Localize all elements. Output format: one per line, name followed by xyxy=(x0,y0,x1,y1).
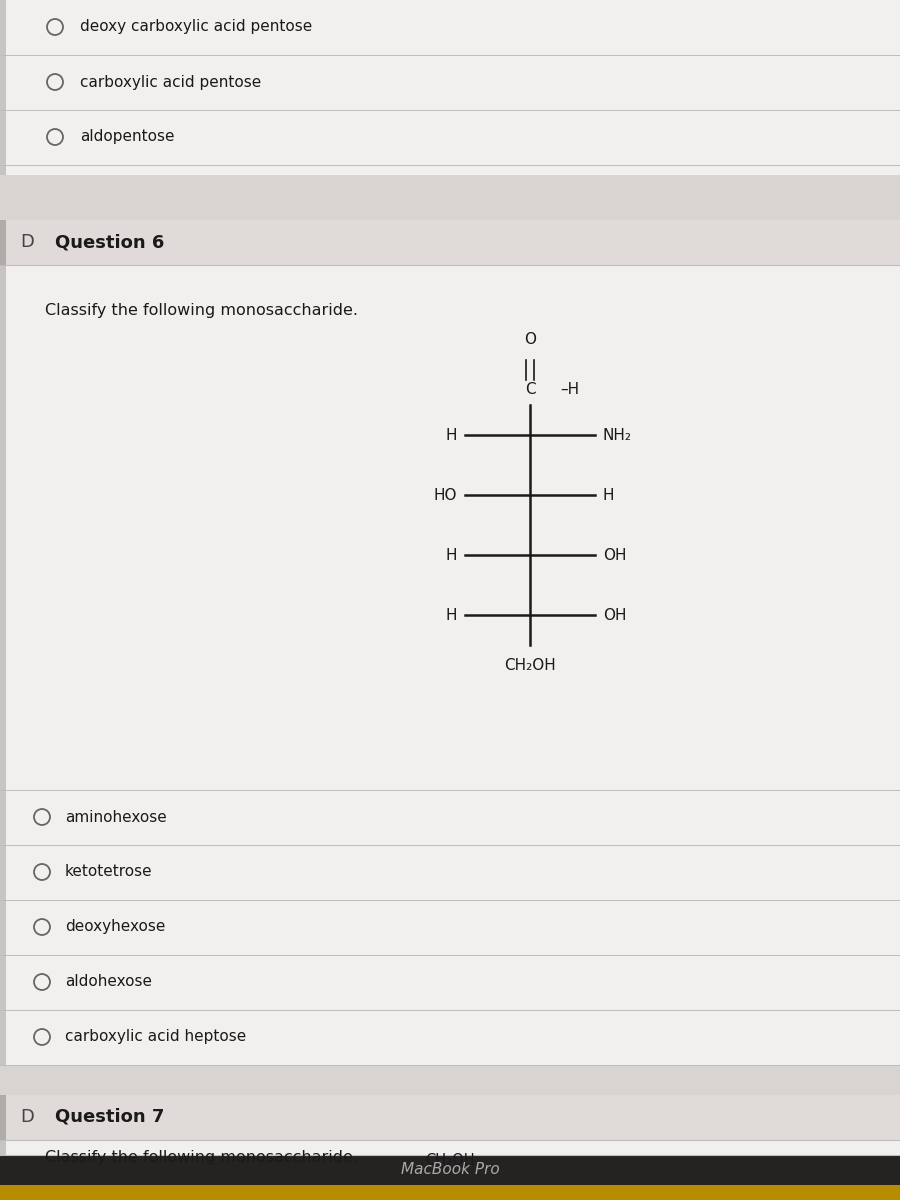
Text: deoxyhexose: deoxyhexose xyxy=(65,919,166,935)
Bar xyxy=(0,265,6,790)
Text: OH: OH xyxy=(603,547,626,563)
Text: Question 7: Question 7 xyxy=(55,1108,165,1126)
Text: aminohexose: aminohexose xyxy=(65,810,166,824)
Bar xyxy=(0,1094,900,1140)
Text: deoxy carboxylic acid pentose: deoxy carboxylic acid pentose xyxy=(80,19,312,35)
Text: H: H xyxy=(446,547,457,563)
Bar xyxy=(0,220,6,265)
Text: HO: HO xyxy=(434,487,457,503)
Text: D: D xyxy=(20,1108,34,1126)
Text: OH: OH xyxy=(603,607,626,623)
Bar xyxy=(0,1066,900,1094)
Text: CH₂OH: CH₂OH xyxy=(504,658,556,672)
Text: H: H xyxy=(603,487,615,503)
Text: –H: –H xyxy=(560,383,579,397)
Text: Question 6: Question 6 xyxy=(55,233,165,251)
Bar xyxy=(0,1140,6,1154)
Text: O: O xyxy=(524,332,536,348)
Text: Classify the following monosaccharide.: Classify the following monosaccharide. xyxy=(45,302,358,318)
Bar xyxy=(0,220,900,265)
Text: carboxylic acid heptose: carboxylic acid heptose xyxy=(65,1030,247,1044)
Text: NH₂: NH₂ xyxy=(603,427,632,443)
Bar xyxy=(0,1140,900,1154)
Text: D: D xyxy=(20,233,34,251)
Text: MacBook Pro: MacBook Pro xyxy=(400,1163,500,1177)
Text: carboxylic acid pentose: carboxylic acid pentose xyxy=(80,74,261,90)
Text: aldopentose: aldopentose xyxy=(80,130,175,144)
Text: ketotetrose: ketotetrose xyxy=(65,864,153,880)
Bar xyxy=(0,1094,6,1140)
Text: H: H xyxy=(446,607,457,623)
Bar xyxy=(0,790,6,1066)
Text: CH₂OH: CH₂OH xyxy=(425,1153,475,1168)
Bar xyxy=(0,0,900,175)
Bar xyxy=(0,790,900,1066)
Text: H: H xyxy=(446,427,457,443)
Bar xyxy=(0,175,900,220)
Text: aldohexose: aldohexose xyxy=(65,974,152,990)
Text: C: C xyxy=(525,383,535,397)
Bar xyxy=(0,1186,900,1200)
Bar xyxy=(0,265,900,790)
Bar xyxy=(0,0,6,175)
Text: Classify the following monosaccharide.: Classify the following monosaccharide. xyxy=(45,1150,358,1165)
Bar xyxy=(0,1154,900,1186)
